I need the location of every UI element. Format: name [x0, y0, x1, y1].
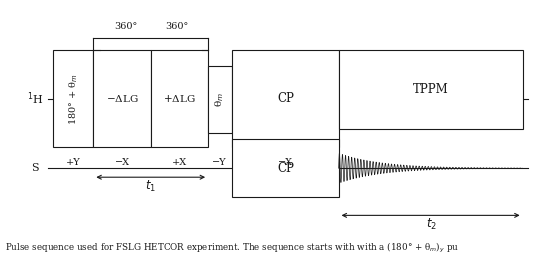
FancyBboxPatch shape — [94, 50, 151, 147]
Text: CP: CP — [277, 92, 294, 105]
FancyBboxPatch shape — [151, 50, 208, 147]
FancyBboxPatch shape — [338, 50, 523, 129]
Text: $+$ΔLG: $+$ΔLG — [163, 93, 196, 104]
Text: $t_2$: $t_2$ — [426, 217, 437, 232]
Text: +Y: +Y — [66, 158, 81, 167]
Text: $^1$H: $^1$H — [27, 90, 43, 107]
Text: CP: CP — [277, 162, 294, 175]
Text: 180° + θ$_m$: 180° + θ$_m$ — [67, 73, 80, 125]
Text: 360°: 360° — [114, 22, 138, 31]
Text: Pulse sequence used for FSLG HETCOR experiment. The sequence starts with with a : Pulse sequence used for FSLG HETCOR expe… — [5, 241, 460, 255]
FancyBboxPatch shape — [53, 50, 94, 147]
Text: −X: −X — [115, 158, 130, 167]
Text: TPPM: TPPM — [413, 83, 448, 96]
Text: +X: +X — [172, 158, 187, 167]
FancyBboxPatch shape — [232, 50, 338, 147]
Text: $t_1$: $t_1$ — [145, 179, 156, 194]
FancyBboxPatch shape — [232, 139, 338, 197]
Text: 360°: 360° — [165, 22, 189, 31]
Text: −Y: −Y — [213, 158, 227, 167]
Text: $-$ΔLG: $-$ΔLG — [106, 93, 139, 104]
FancyBboxPatch shape — [208, 66, 232, 133]
Text: θ$_m$: θ$_m$ — [214, 92, 226, 107]
Text: −X: −X — [278, 158, 293, 167]
Text: S: S — [31, 163, 39, 173]
